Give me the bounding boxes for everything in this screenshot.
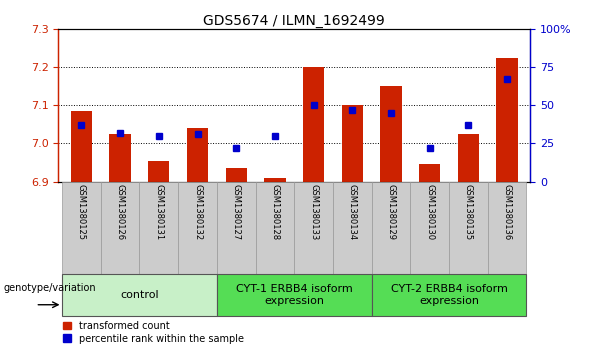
Bar — [458, 134, 479, 182]
Legend: transformed count, percentile rank within the sample: transformed count, percentile rank withi… — [63, 321, 243, 344]
Bar — [178, 182, 217, 274]
Bar — [62, 274, 217, 316]
Bar — [71, 111, 92, 182]
Text: GSM1380127: GSM1380127 — [232, 184, 241, 240]
Text: GSM1380125: GSM1380125 — [77, 184, 86, 240]
Bar — [264, 178, 286, 182]
Text: GSM1380134: GSM1380134 — [348, 184, 357, 240]
Bar — [333, 182, 371, 274]
Bar — [140, 182, 178, 274]
Bar — [371, 274, 527, 316]
Bar — [380, 86, 402, 182]
Text: control: control — [120, 290, 159, 300]
Bar — [488, 182, 527, 274]
Bar — [62, 182, 101, 274]
Bar — [226, 168, 247, 182]
Bar — [110, 134, 131, 182]
Bar — [341, 105, 363, 182]
Bar — [187, 128, 208, 182]
Text: CYT-2 ERBB4 isoform
expression: CYT-2 ERBB4 isoform expression — [390, 284, 508, 306]
Bar — [294, 182, 333, 274]
Bar — [217, 274, 371, 316]
Text: GSM1380133: GSM1380133 — [309, 184, 318, 241]
Text: GSM1380128: GSM1380128 — [270, 184, 280, 240]
Bar — [101, 182, 140, 274]
Bar — [303, 67, 324, 182]
Text: GSM1380131: GSM1380131 — [154, 184, 163, 240]
Bar — [497, 58, 517, 182]
Text: GSM1380132: GSM1380132 — [193, 184, 202, 240]
Bar — [410, 182, 449, 274]
Bar — [148, 160, 169, 182]
Bar — [449, 182, 488, 274]
Bar — [217, 182, 256, 274]
Bar — [256, 182, 294, 274]
Text: GSM1380129: GSM1380129 — [386, 184, 395, 240]
Title: GDS5674 / ILMN_1692499: GDS5674 / ILMN_1692499 — [204, 14, 385, 28]
Text: genotype/variation: genotype/variation — [3, 282, 96, 293]
Text: GSM1380130: GSM1380130 — [425, 184, 434, 240]
Text: GSM1380136: GSM1380136 — [503, 184, 511, 241]
Text: GSM1380126: GSM1380126 — [116, 184, 124, 240]
Text: GSM1380135: GSM1380135 — [464, 184, 473, 240]
Bar — [371, 182, 410, 274]
Text: CYT-1 ERBB4 isoform
expression: CYT-1 ERBB4 isoform expression — [236, 284, 352, 306]
Bar — [419, 164, 440, 182]
